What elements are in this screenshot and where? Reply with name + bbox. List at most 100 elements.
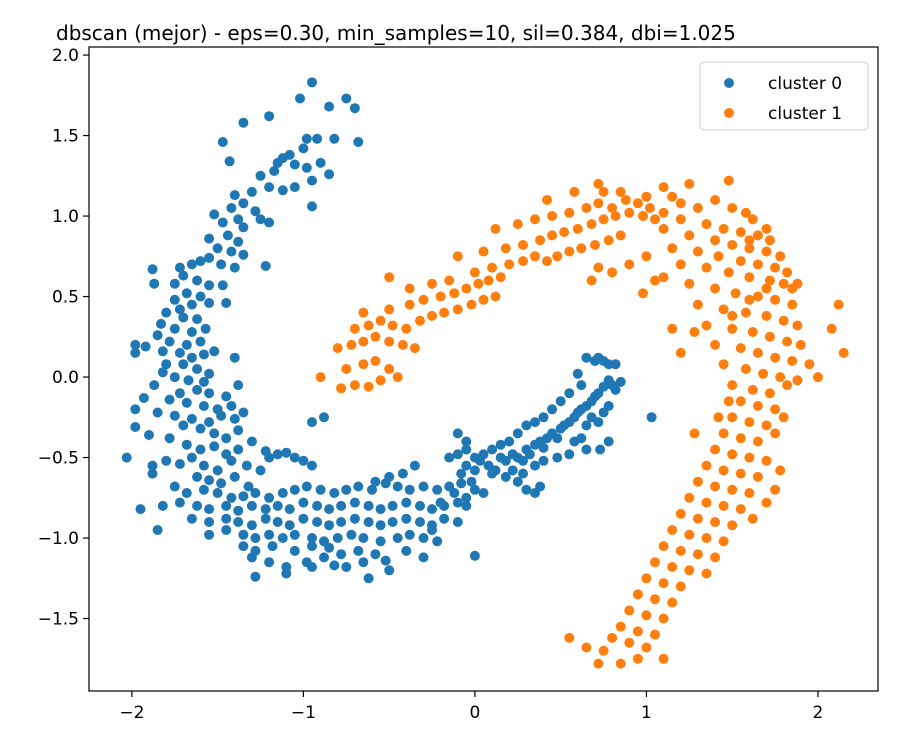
data-point [435, 497, 446, 508]
data-point [692, 549, 703, 560]
data-point [404, 529, 415, 540]
data-point [452, 497, 463, 508]
data-point [547, 211, 558, 221]
data-point [178, 420, 189, 431]
data-point [370, 476, 381, 487]
data-point [658, 223, 669, 234]
y-tick-label: 1.0 [52, 207, 79, 227]
data-point [641, 251, 652, 262]
data-point [298, 497, 309, 508]
data-point [164, 394, 175, 405]
data-point [735, 227, 746, 238]
data-point [469, 550, 480, 561]
data-point [198, 349, 209, 360]
data-point [710, 339, 721, 350]
data-point [512, 219, 523, 230]
data-point [478, 488, 489, 498]
data-point [312, 500, 323, 511]
data-point [740, 207, 751, 218]
data-point [650, 557, 660, 568]
data-point [826, 323, 837, 334]
data-point [512, 476, 523, 487]
data-point [233, 517, 244, 527]
data-point [461, 492, 472, 503]
data-point [233, 380, 244, 391]
data-point [174, 388, 185, 399]
data-point [195, 444, 206, 455]
data-point [512, 428, 523, 439]
legend: cluster 0 cluster 1 [699, 61, 869, 131]
data-point [183, 375, 194, 386]
y-tick-label: 0.5 [52, 288, 79, 308]
data-point [353, 481, 364, 492]
data-point [593, 417, 604, 428]
data-point [221, 513, 232, 524]
data-point [169, 323, 180, 334]
data-point [307, 533, 317, 543]
data-point [272, 517, 283, 527]
data-point [795, 339, 806, 350]
data-point [387, 500, 398, 511]
data-point [226, 492, 237, 503]
data-point [186, 352, 197, 363]
data-point [186, 299, 197, 310]
data-point [718, 304, 729, 315]
data-point [216, 259, 227, 270]
data-point [758, 368, 769, 379]
data-point [713, 251, 724, 262]
data-point [384, 565, 395, 576]
data-point [449, 488, 460, 498]
data-point [130, 347, 141, 358]
data-point [770, 404, 781, 415]
data-point [593, 178, 604, 189]
data-point [535, 235, 546, 246]
data-point [744, 235, 755, 246]
data-point [195, 336, 206, 347]
y-tick-label: 2.0 [52, 46, 79, 66]
data-point [264, 452, 275, 463]
data-point [778, 278, 789, 289]
data-point [684, 178, 695, 189]
series-0 [121, 77, 657, 584]
data-point [752, 259, 763, 270]
data-point [315, 157, 326, 168]
data-point [204, 388, 215, 399]
data-point [675, 214, 686, 225]
data-point [595, 444, 606, 455]
data-point [324, 169, 335, 180]
data-point [710, 517, 721, 527]
data-point [289, 182, 300, 193]
data-point [358, 307, 369, 318]
data-point [169, 481, 180, 492]
y-tick-label: −1.0 [38, 529, 79, 549]
data-point [415, 315, 425, 326]
data-point [495, 272, 506, 283]
data-point [833, 299, 844, 310]
data-point [701, 460, 712, 471]
data-point [222, 230, 233, 241]
data-point [483, 275, 494, 286]
data-point [787, 299, 798, 310]
data-point [552, 251, 563, 262]
data-point [667, 323, 678, 334]
data-point [250, 206, 261, 217]
data-point [255, 465, 266, 476]
data-point [238, 117, 249, 128]
data-point [752, 291, 763, 302]
data-point [581, 352, 592, 363]
data-point [761, 283, 772, 294]
data-point [209, 428, 220, 439]
data-point [387, 320, 398, 331]
data-point [264, 529, 275, 540]
data-point [152, 330, 163, 341]
data-point [761, 246, 772, 257]
data-point [569, 186, 580, 197]
data-point [204, 417, 215, 428]
data-point [186, 513, 197, 524]
data-point [277, 185, 288, 196]
data-point [603, 359, 614, 370]
data-point [684, 565, 695, 576]
data-point [264, 557, 275, 568]
data-point [198, 376, 209, 387]
data-point [246, 520, 257, 531]
